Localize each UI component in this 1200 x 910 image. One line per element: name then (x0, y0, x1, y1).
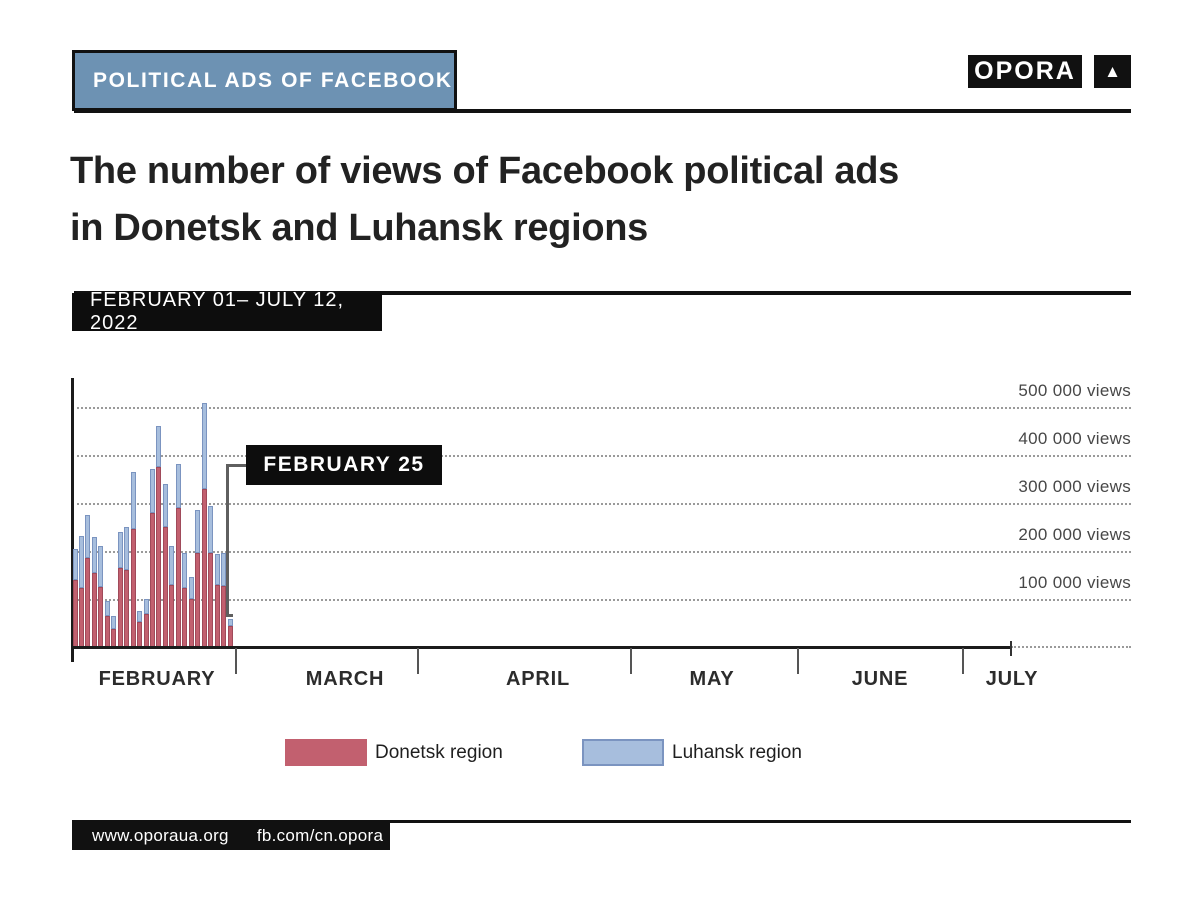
bar-luhansk-feb-24 (221, 553, 227, 587)
footer-website: www.oporaua.org (92, 826, 229, 845)
month-label-may: MAY (689, 668, 735, 690)
footer-facebook: fb.com/cn.opora (256, 826, 384, 845)
bar-luhansk-feb-19 (188, 576, 194, 600)
footer: www.oporaua.org fb.com/cn.opora (72, 822, 390, 850)
bar-donetsk-feb-07 (111, 628, 117, 647)
bar-luhansk-feb-06 (104, 601, 110, 616)
bar-donetsk-feb-08 (117, 567, 123, 647)
bar-donetsk-feb-15 (162, 527, 168, 647)
y-axis-label-100000: 100 000 views (1018, 573, 1131, 592)
bar-donetsk-feb-12 (143, 614, 149, 647)
bar-donetsk-feb-09 (124, 570, 130, 647)
page-title: The number of views of Facebook politica… (70, 143, 899, 257)
bar-luhansk-feb-12 (143, 599, 149, 615)
bar-donetsk-feb-03 (85, 558, 91, 647)
gridline-200000 (72, 551, 1131, 553)
legend-label-luhansk: Luhansk region (672, 742, 802, 763)
period-rule (74, 291, 1131, 295)
period-badge: FEBRUARY 01– JULY 12, 2022 (72, 289, 382, 334)
bar-donetsk-feb-18 (182, 588, 188, 647)
y-axis-label-400000: 400 000 views (1018, 429, 1131, 448)
bar-donetsk-feb-14 (156, 467, 162, 647)
x-axis-line (71, 646, 1011, 649)
bar-donetsk-feb-22 (208, 552, 214, 647)
bar-donetsk-feb-21 (201, 488, 207, 647)
bar-donetsk-feb-06 (104, 615, 110, 647)
bar-donetsk-feb-20 (195, 553, 201, 647)
bar-luhansk-feb-11 (137, 611, 143, 623)
header-badge-label: POLITICAL ADS OF FACEBOOK (93, 68, 453, 92)
header-rule (74, 109, 1131, 113)
bar-luhansk-feb-07 (111, 615, 117, 629)
legend-label-donetsk: Donetsk region (375, 742, 503, 763)
month-label-march: MARCH (305, 668, 385, 690)
x-axis-dotted-extension (1011, 646, 1131, 648)
bar-luhansk-feb-10 (130, 471, 136, 530)
page-title-line2: in Donetsk and Luhansk regions (70, 207, 648, 249)
y-axis-label-200000: 200 000 views (1018, 525, 1131, 544)
bar-donetsk-feb-02 (78, 588, 84, 647)
opora-triangle-icon: ▲ (1094, 55, 1131, 88)
bar-luhansk-feb-23 (214, 553, 220, 586)
bar-luhansk-feb-03 (85, 515, 91, 559)
header-badge: POLITICAL ADS OF FACEBOOK (72, 50, 457, 111)
bar-luhansk-feb-15 (162, 483, 168, 527)
page-title-line1: The number of views of Facebook politica… (70, 150, 899, 192)
x-tick-3 (797, 648, 799, 674)
legend-swatch-donetsk (285, 739, 367, 766)
bar-luhansk-feb-05 (98, 546, 104, 587)
bar-luhansk-feb-21 (201, 403, 207, 489)
x-tick-end (1010, 641, 1012, 656)
bar-luhansk-feb-01 (72, 548, 78, 580)
month-label-june: JUNE (851, 668, 909, 690)
footer-rule (72, 820, 1131, 823)
y-axis-line (71, 378, 74, 662)
bar-donetsk-feb-17 (175, 507, 181, 647)
y-axis-label-300000: 300 000 views (1018, 477, 1131, 496)
bar-donetsk-feb-01 (72, 579, 78, 647)
x-tick-2 (630, 648, 632, 674)
gridline-100000 (72, 599, 1131, 601)
callout-line-hook (226, 614, 233, 617)
bar-luhansk-feb-04 (91, 536, 97, 573)
bar-luhansk-feb-22 (208, 505, 214, 553)
bar-donetsk-feb-16 (169, 584, 175, 647)
y-axis-label-500000: 500 000 views (1018, 381, 1131, 400)
x-tick-0 (235, 648, 237, 674)
bar-donetsk-feb-10 (130, 529, 136, 647)
gridline-500000 (72, 407, 1131, 409)
month-label-july: JULY (985, 668, 1039, 690)
month-label-april: APRIL (506, 668, 570, 690)
bar-luhansk-feb-02 (78, 535, 84, 589)
bar-donetsk-feb-04 (91, 572, 97, 647)
bar-luhansk-feb-09 (124, 527, 130, 571)
bar-luhansk-feb-20 (195, 510, 201, 554)
bar-donetsk-feb-25 (227, 626, 233, 647)
annotation-february-25: FEBRUARY 25 (246, 445, 442, 485)
bar-luhansk-feb-08 (117, 531, 123, 568)
callout-line-horizontal (226, 464, 248, 467)
month-label-february: FEBRUARY (98, 668, 216, 690)
gridline-300000 (72, 503, 1131, 505)
bar-luhansk-feb-16 (169, 546, 175, 585)
opora-logo: OPORA (968, 55, 1082, 88)
x-tick-1 (417, 648, 419, 674)
gridline-400000 (72, 455, 1131, 457)
bar-luhansk-feb-18 (182, 552, 188, 589)
bar-luhansk-feb-14 (156, 426, 162, 467)
bar-luhansk-feb-13 (150, 469, 156, 513)
x-tick-4 (962, 648, 964, 674)
legend-swatch-luhansk (582, 739, 664, 766)
callout-line-vertical (226, 464, 229, 616)
bar-donetsk-feb-13 (150, 512, 156, 647)
bar-luhansk-feb-17 (175, 463, 181, 508)
bar-luhansk-feb-25 (227, 619, 233, 627)
bar-donetsk-feb-05 (98, 587, 104, 647)
bar-donetsk-feb-23 (214, 585, 220, 647)
bar-donetsk-feb-11 (137, 622, 143, 647)
bar-donetsk-feb-19 (188, 599, 194, 647)
